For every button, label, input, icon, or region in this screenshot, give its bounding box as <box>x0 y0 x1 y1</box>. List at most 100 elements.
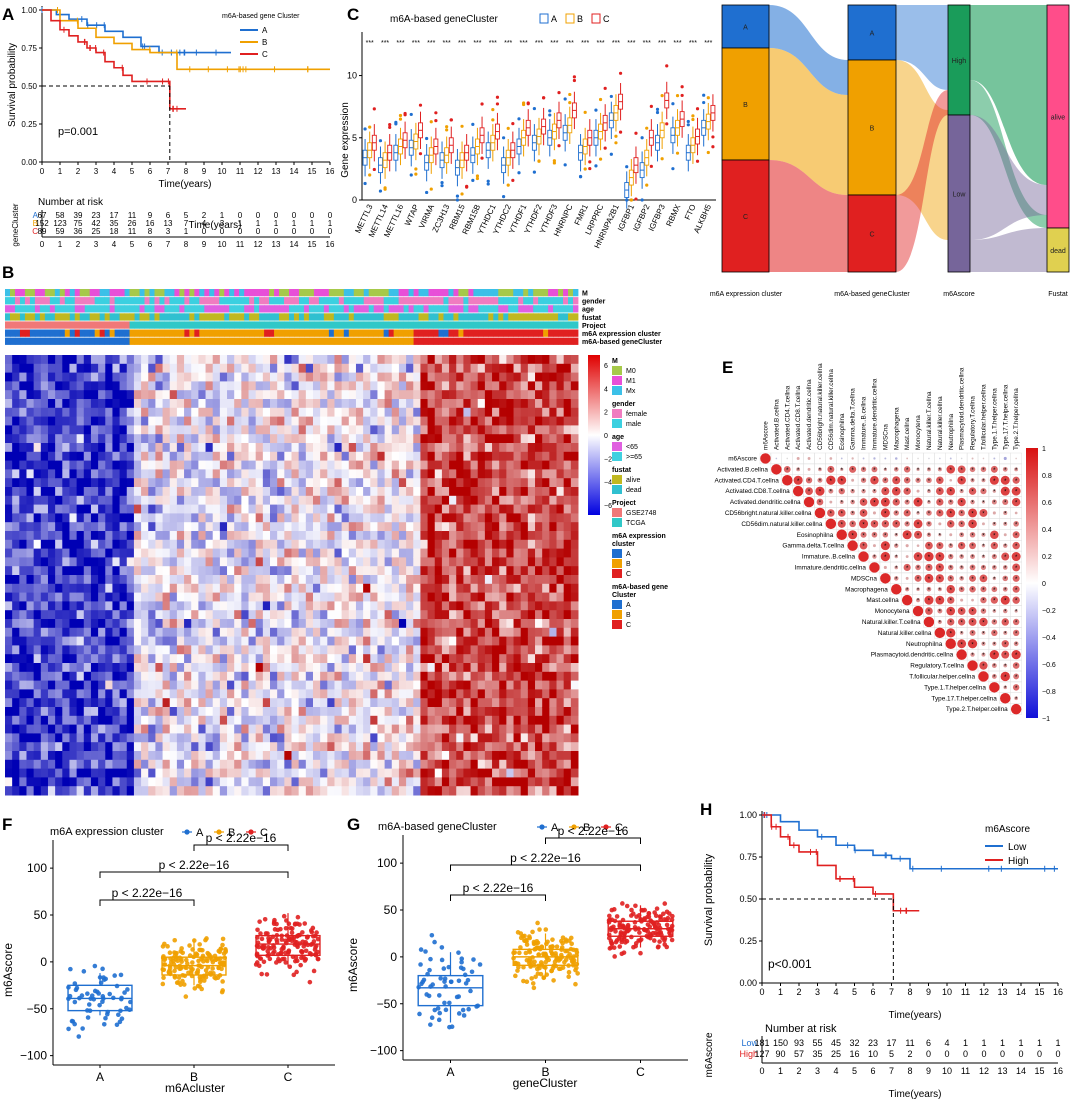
panel-b-annotation-cell <box>59 329 66 337</box>
panel-b-heat-cell <box>198 698 207 708</box>
panel-c-outlier <box>414 172 418 176</box>
panel-b-annotation-cell <box>109 289 116 297</box>
panel-b-heat-cell <box>320 443 328 453</box>
panel-b-annotation-cell <box>328 329 335 337</box>
panel-b-annotation-cell <box>368 329 375 337</box>
panel-b-heat-cell <box>312 443 321 453</box>
panel-b-heat-cell <box>262 478 271 488</box>
panel-c-outlier <box>625 165 629 169</box>
panel-b-annotation-cell <box>164 329 170 337</box>
panel-b-annotation-cell <box>69 313 76 321</box>
panel-b-heat-cell <box>355 495 364 506</box>
panel-b-heat-cell <box>191 610 199 620</box>
panel-b-heat-cell <box>492 777 500 787</box>
panel-b-annotation-cell <box>289 313 295 321</box>
panel-a-risk-xtick: 12 <box>254 240 263 249</box>
panel-b-heat-cell <box>355 557 364 567</box>
panel-b-heat-cell <box>184 742 192 752</box>
panel-b-heat-cell <box>305 733 314 743</box>
panel-b-annotation-cell <box>448 289 454 297</box>
panel-b-heat-cell <box>90 733 99 743</box>
panel-b-heat-cell <box>205 372 214 382</box>
panel-b-heat-cell <box>492 768 500 778</box>
panel-b-heat-cell <box>441 390 450 400</box>
panel-b-heat-cell <box>298 460 307 470</box>
panel-b-heat-cell <box>141 751 149 761</box>
panel-b-heat-cell <box>19 372 27 382</box>
panel-b-heat-cell <box>184 698 192 708</box>
panel-c-outlier <box>368 173 372 177</box>
panel-b-heat-cell <box>191 583 199 594</box>
panel-b-heat-cell <box>212 663 221 673</box>
panel-b-heat-cell <box>155 566 164 576</box>
panel-b-heat-cell <box>434 557 443 567</box>
panel-c-outlier <box>449 118 453 122</box>
panel-b-heat-cell <box>40 416 49 426</box>
panel-b-heat-cell <box>398 636 407 646</box>
panel-b-heat-cell <box>441 733 450 743</box>
panel-b-heat-cell <box>219 478 228 488</box>
panel-b-heat-cell <box>133 363 142 374</box>
panel-b-heat-cell <box>90 592 99 602</box>
panel-b-heat-cell <box>205 698 214 708</box>
panel-b-heat-cell <box>284 601 292 611</box>
panel-b-heat-cell <box>241 733 250 743</box>
panel-b-heat-cell <box>492 416 500 426</box>
panel-b-heat-cell <box>484 434 493 444</box>
panel-b-heat-cell <box>191 425 199 435</box>
panel-b-heat-cell <box>270 469 278 479</box>
panel-b-heat-cell <box>413 407 421 418</box>
panel-b-heat-cell <box>506 786 515 796</box>
panel-b-heat-cell <box>398 557 407 567</box>
panel-b-heat-cell <box>370 636 378 646</box>
panel-b-annotation-cell <box>518 313 524 321</box>
panel-b-heat-cell <box>83 407 92 418</box>
panel-b-heat-cell <box>255 381 264 391</box>
panel-b-heat-cell <box>141 548 149 558</box>
panel-b-heat-cell <box>413 548 421 558</box>
panel-b-annotation-cell <box>568 329 574 337</box>
panel-b-heat-cell <box>205 539 214 550</box>
panel-b-heat-cell <box>463 610 472 620</box>
panel-c-outlier <box>471 122 475 126</box>
panel-b-annotation-cell <box>169 321 175 329</box>
panel-b-annotation-cell <box>159 305 165 313</box>
panel-b-heat-cell <box>205 495 214 506</box>
panel-b-heat-cell <box>162 733 171 743</box>
panel-b-heat-cell <box>141 759 149 770</box>
panel-c-significance: *** <box>535 40 543 47</box>
panel-b-heat-cell <box>284 390 292 400</box>
panel-b-heat-cell <box>363 575 371 585</box>
panel-b-annotation-cell <box>558 313 564 321</box>
panel-b-heat-cell <box>377 759 386 770</box>
panel-b-heat-cell <box>205 425 214 435</box>
panel-b-heat-cell <box>248 557 257 567</box>
panel-b-heat-cell <box>47 707 56 717</box>
panel-b-heat-cell <box>12 777 20 787</box>
panel-b-heat-cell <box>270 425 278 435</box>
panel-b-heat-cell <box>76 777 85 787</box>
panel-b-heat-cell <box>198 742 207 752</box>
panel-b-heat-cell <box>83 663 92 673</box>
panel-b-heat-cell <box>441 504 450 514</box>
panel-b-heat-cell <box>413 390 421 400</box>
panel-b-annotation-cell <box>174 313 180 321</box>
panel-b-heat-cell <box>133 566 142 576</box>
panel-b-heat-cell <box>205 469 214 479</box>
panel-b-heat-cell <box>90 513 99 523</box>
panel-b-annotation-cell <box>134 329 140 337</box>
panel-b-heat-cell <box>205 460 214 470</box>
panel-b-annotation-cell <box>289 329 295 337</box>
panel-b-heat-cell <box>241 619 250 629</box>
panel-b-heat-cell <box>255 548 264 558</box>
panel-b-annotation-label: fustat <box>582 315 602 322</box>
panel-b-heat-cell <box>470 460 479 470</box>
panel-b-heat-cell <box>162 636 171 646</box>
panel-b-annotation-cell <box>54 313 61 321</box>
panel-b-annotation-cell <box>199 313 205 321</box>
panel-b-heat-cell <box>470 355 479 365</box>
panel-b-annotation-cell <box>418 329 424 337</box>
panel-b-heat-cell <box>312 715 321 726</box>
panel-b-heat-cell <box>162 680 171 690</box>
panel-b-heat-cell <box>126 487 135 497</box>
